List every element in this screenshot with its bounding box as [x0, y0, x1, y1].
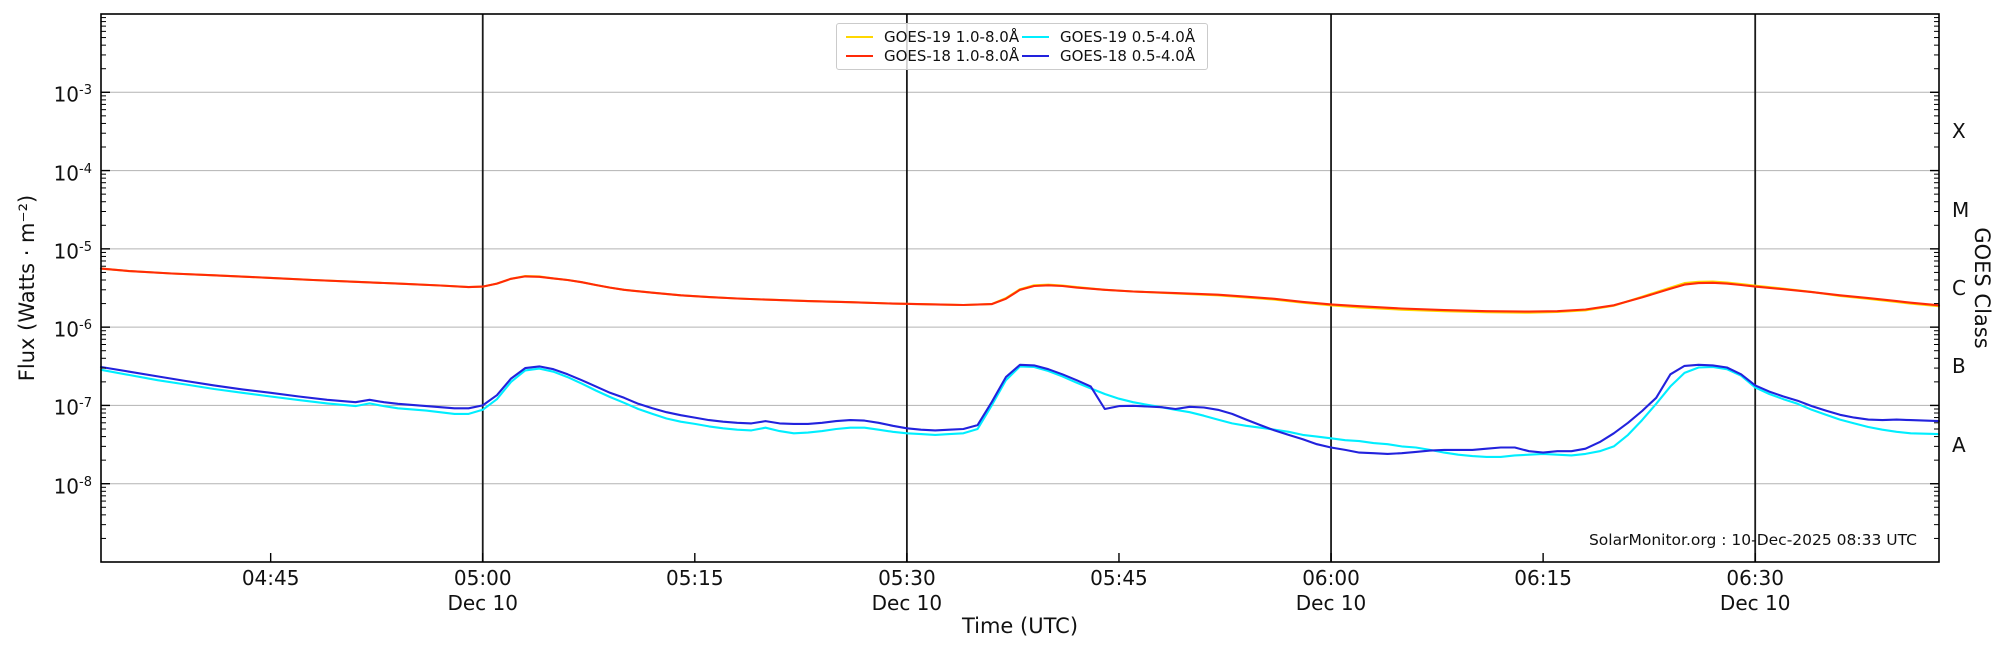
legend-box: GOES-19 1.0-8.0Å GOES-18 1.0-8.0Å GOES-1…: [836, 23, 1208, 70]
goes-class-label: M: [1952, 197, 1970, 222]
x-tick-date-label: Dec 10: [1719, 591, 1791, 615]
source-timestamp-annotation: SolarMonitor.org : 10-Dec-2025 08:33 UTC: [1588, 531, 1917, 549]
x-tick-date-label: Dec 10: [1295, 591, 1367, 615]
legend-swatch-goes19-long-icon: [846, 35, 873, 38]
x-tick-label: 05:45: [1090, 566, 1148, 590]
flux-curve: [99, 365, 1941, 458]
y-axis-title: Flux (Watts · m⁻²): [15, 194, 39, 382]
x-axis-title: Time (UTC): [961, 614, 1079, 638]
legend-item-goes18-short: GOES-18 0.5-4.0Å: [1022, 47, 1198, 65]
legend-label: GOES-18 1.0-8.0Å: [884, 47, 1020, 66]
goes-class-label: X: [1952, 119, 1966, 144]
x-tick-date-label: Dec 10: [871, 591, 943, 615]
y-tick-label: 10-5: [53, 239, 92, 264]
y-tick-label: 10-8: [53, 474, 92, 499]
goes-class-label: A: [1952, 432, 1966, 457]
legend-item-goes19-short: GOES-19 0.5-4.0Å: [1022, 28, 1198, 46]
legend-label: GOES-19 1.0-8.0Å: [884, 27, 1020, 46]
flux-curve: [99, 267, 1941, 313]
goes-class-label: C: [1952, 276, 1966, 300]
y-tick-label: 10-6: [53, 317, 92, 342]
x-tick-label: 04:45: [241, 566, 300, 590]
x-tick-label: 06:15: [1514, 566, 1572, 590]
y-tick-label: 10-4: [53, 161, 92, 186]
x-tick-label: 05:00: [453, 566, 512, 590]
y-tick-label: 10-7: [53, 396, 92, 421]
x-tick-label: 06:00: [1302, 566, 1360, 590]
x-tick-label: 05:15: [665, 566, 724, 590]
right-axis-title: GOES Class: [1970, 227, 1994, 349]
x-tick-label: 05:30: [878, 566, 936, 590]
legend-item-goes19-long: GOES-19 1.0-8.0Å: [846, 28, 1022, 46]
y-tick-label: 10-3: [53, 82, 92, 107]
flux-curve: [99, 363, 1941, 455]
legend-item-goes18-long: GOES-18 1.0-8.0Å: [846, 47, 1022, 65]
x-tick-label: 06:30: [1726, 566, 1784, 590]
legend-label: GOES-19 0.5-4.0Å: [1060, 27, 1196, 46]
legend-swatch-goes18-long-icon: [846, 55, 873, 58]
legend-swatch-goes19-short-icon: [1022, 35, 1049, 38]
legend-label: GOES-18 0.5-4.0Å: [1060, 47, 1196, 66]
legend-swatch-goes18-short-icon: [1022, 55, 1049, 58]
x-tick-date-label: Dec 10: [447, 591, 518, 615]
goes-class-label: B: [1952, 354, 1966, 379]
axes-frame: [100, 13, 1940, 563]
